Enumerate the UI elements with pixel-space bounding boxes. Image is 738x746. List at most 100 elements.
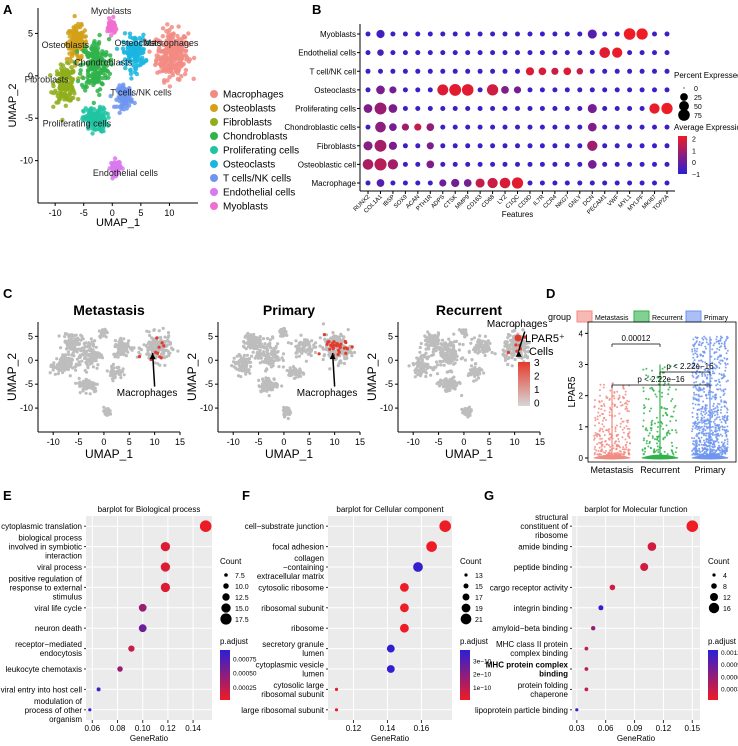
dot-mark — [515, 50, 520, 56]
x-tick-label: 15 — [355, 437, 365, 447]
jitter-point — [647, 445, 650, 448]
grey-cell-point — [149, 343, 153, 347]
dot-mark — [664, 87, 670, 93]
grey-cell-point — [235, 354, 239, 358]
jitter-point — [691, 437, 693, 439]
legend-swatch — [685, 310, 702, 323]
dot-mark — [639, 68, 645, 74]
jitter-point — [722, 390, 725, 393]
grey-cell-point — [110, 377, 115, 381]
jitter-point — [651, 437, 654, 439]
jitter-point — [604, 452, 607, 454]
jitter-point — [628, 428, 631, 430]
jitter-point — [670, 400, 673, 402]
jitter-point — [699, 451, 702, 454]
x-axis-title: UMAP_1 — [265, 447, 313, 461]
dot-mark — [477, 143, 483, 149]
jitter-point — [705, 425, 708, 428]
cell-point — [93, 62, 98, 67]
jitter-point — [702, 444, 705, 446]
dot-mark — [587, 103, 597, 114]
dot-mark — [440, 106, 446, 111]
jitter-point — [695, 393, 698, 396]
lpar5-cell-point — [137, 355, 142, 359]
grey-cell-point — [464, 331, 468, 335]
cell-point — [98, 107, 103, 113]
jitter-point — [701, 446, 704, 449]
jitter-point — [720, 389, 723, 392]
dot-mark — [376, 29, 385, 39]
y-tick-label: -5 — [25, 379, 33, 389]
jitter-point — [707, 343, 710, 346]
grey-cell-point — [439, 363, 443, 367]
grey-cell-point — [447, 337, 451, 341]
x-tick-label: 5 — [487, 437, 492, 447]
cell-point — [90, 131, 95, 136]
jitter-point — [595, 449, 598, 452]
grey-cell-point — [276, 349, 280, 354]
grey-cell-point — [168, 351, 172, 355]
jitter-point — [642, 425, 644, 428]
jitter-point — [624, 438, 627, 441]
jitter-point — [654, 422, 656, 425]
dot-mark — [477, 161, 483, 167]
cluster-myoblasts — [105, 14, 119, 38]
grey-cell-point — [321, 346, 325, 350]
grey-cell-point — [439, 348, 443, 352]
jitter-point — [645, 397, 648, 400]
grey-cell-point — [436, 363, 440, 367]
jitter-point — [615, 440, 617, 443]
grey-cell-point — [328, 351, 332, 355]
grey-cell-point — [307, 342, 311, 346]
grey-cell-point — [272, 355, 277, 359]
jitter-point — [711, 449, 714, 452]
jitter-point — [720, 354, 723, 357]
grey-cell-point — [480, 368, 484, 372]
cell-point — [179, 47, 185, 53]
grey-cell-point — [507, 355, 511, 360]
cluster-label: Osteoblasts — [42, 40, 90, 50]
dot-mark — [402, 161, 408, 167]
legend-swatch — [210, 132, 218, 140]
x-tick-label: -5 — [75, 437, 83, 447]
grey-cell-point — [476, 338, 481, 342]
cell-point — [97, 92, 102, 98]
dot-mark — [377, 49, 384, 56]
grey-cell-point — [314, 341, 318, 345]
cell-point — [158, 58, 163, 63]
grey-cell-point — [74, 368, 78, 372]
lpar5-cell-point — [330, 344, 334, 348]
cell-point — [106, 115, 111, 120]
y-axis-title: UMAP_2 — [365, 353, 379, 401]
grey-cell-point — [463, 358, 467, 362]
grey-cell-point — [524, 353, 528, 357]
dot-mark — [465, 106, 471, 111]
grey-cell-point — [272, 348, 276, 352]
grey-cell-point — [501, 353, 505, 357]
legend-label: Metastasis — [595, 315, 629, 322]
dot-mark — [365, 87, 371, 93]
grey-cell-point — [258, 341, 262, 346]
jitter-point — [695, 381, 698, 383]
grey-cell-point — [111, 368, 115, 372]
cell-point — [97, 32, 102, 38]
jitter-point — [597, 450, 600, 452]
cell-point — [83, 44, 89, 49]
grey-cell-point — [116, 346, 121, 350]
jitter-point — [725, 429, 728, 431]
cell-point — [79, 62, 85, 67]
grey-cell-point — [426, 356, 430, 360]
grey-cell-point — [470, 358, 474, 362]
jitter-point — [657, 448, 660, 451]
jitter-point — [718, 372, 721, 375]
y-tick-label: -10 — [380, 403, 393, 413]
jitter-point — [605, 429, 608, 432]
jitter-point — [718, 367, 721, 369]
grey-cell-point — [125, 342, 129, 346]
grey-cell-point — [262, 383, 266, 387]
jitter-point — [598, 446, 601, 449]
jitter-point — [702, 338, 705, 341]
grey-cell-point — [420, 367, 424, 371]
grey-cell-point — [156, 340, 161, 344]
